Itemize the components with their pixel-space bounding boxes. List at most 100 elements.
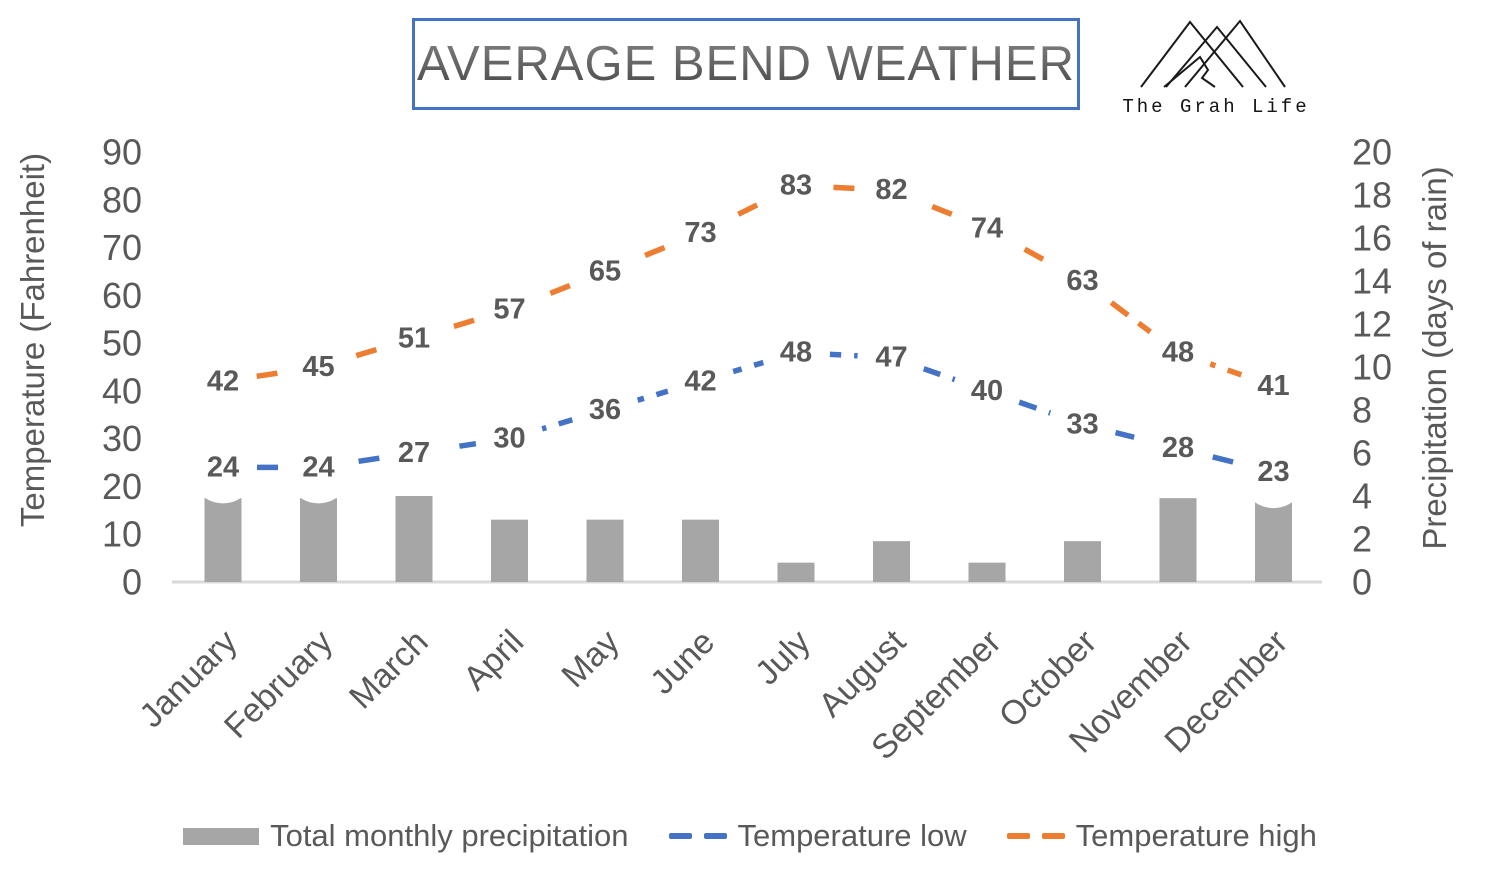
chart-legend: Total monthly precipitation Temperature l… xyxy=(0,818,1500,854)
data-label-temperature-low-april: 30 xyxy=(493,423,525,455)
y-axis-right-tick-6: 6 xyxy=(1352,433,1372,474)
logo-text: The Grah Life xyxy=(1122,96,1310,118)
x-axis-label-march: March xyxy=(342,623,436,717)
label-halo xyxy=(762,149,830,222)
label-halo xyxy=(284,431,353,504)
data-label-temperature-high-october: 63 xyxy=(1066,265,1098,297)
label-halo xyxy=(1048,388,1117,461)
label-halo xyxy=(1144,316,1212,389)
label-halo xyxy=(571,374,639,446)
y-axis-right-tick-8: 8 xyxy=(1352,390,1372,431)
y-axis-left-tick-80: 80 xyxy=(102,179,142,220)
label-halo xyxy=(762,316,830,389)
chart-svg: 010203040506070809002468101214161820Temp… xyxy=(14,132,1453,768)
legend-item-temperature-high: Temperature high xyxy=(1006,818,1317,854)
label-halo xyxy=(475,402,544,475)
x-axis-label-june: June xyxy=(643,623,722,702)
legend-label: Temperature high xyxy=(1075,818,1317,853)
x-axis-label-july: July xyxy=(748,623,818,693)
data-label-temperature-low-november: 28 xyxy=(1162,432,1194,464)
data-label-temperature-low-october: 33 xyxy=(1066,408,1098,440)
y-axis-right-tick-0: 0 xyxy=(1352,562,1372,603)
label-halo xyxy=(1239,350,1308,423)
y-axis-left-tick-50: 50 xyxy=(102,323,142,364)
bar-series-total-monthly-precipitation xyxy=(204,496,1292,582)
data-label-temperature-low-december: 23 xyxy=(1257,456,1289,488)
y-axis-right-tick-14: 14 xyxy=(1352,261,1392,302)
data-label-temperature-low-january: 24 xyxy=(207,451,239,483)
data-label-temperature-low-june: 42 xyxy=(684,365,716,397)
label-halo xyxy=(475,273,544,346)
data-label-temperature-high-may: 65 xyxy=(589,255,621,287)
bar-august xyxy=(873,541,910,582)
data-label-temperature-high-august: 82 xyxy=(875,174,907,206)
y-axis-right-tick-20: 20 xyxy=(1352,132,1392,173)
label-halo xyxy=(1239,436,1308,509)
data-label-temperature-high-november: 48 xyxy=(1162,337,1194,369)
bar-march xyxy=(395,496,433,582)
y-axis-right-tick-10: 10 xyxy=(1352,347,1392,388)
data-label-temperature-low-july: 48 xyxy=(780,337,812,369)
data-label-temperature-high-january: 42 xyxy=(207,365,239,397)
chart-title: AVERAGE BEND WEATHER xyxy=(416,37,1075,91)
label-halo xyxy=(666,345,735,418)
x-axis-label-may: May xyxy=(554,623,626,695)
y-axis-right-tick-16: 16 xyxy=(1352,218,1392,259)
bar-january xyxy=(204,498,242,582)
bar-july xyxy=(777,562,815,582)
y-axis-right-tick-18: 18 xyxy=(1352,175,1392,216)
y-axis-right-tick-12: 12 xyxy=(1352,304,1392,345)
data-label-temperature-high-december: 41 xyxy=(1257,370,1289,402)
bar-september xyxy=(968,562,1006,582)
data-label-temperature-high-june: 73 xyxy=(684,217,716,249)
label-halo xyxy=(380,302,448,375)
legend-item-temperature-low: Temperature low xyxy=(668,818,967,854)
label-halo xyxy=(571,235,639,308)
y-axis-right-tick-2: 2 xyxy=(1352,519,1372,560)
data-label-temperature-high-september: 74 xyxy=(971,212,1003,244)
legend-line-swatch xyxy=(1006,833,1065,839)
data-label-temperature-high-july: 83 xyxy=(780,169,812,201)
bar-april xyxy=(491,519,528,582)
label-halo xyxy=(953,354,1021,427)
y-axis-left-tick-70: 70 xyxy=(102,227,142,268)
legend-label: Temperature low xyxy=(737,818,967,853)
mountain-logo-icon xyxy=(1140,19,1286,88)
x-axis-label-april: April xyxy=(456,623,531,698)
y-axis-right-title: Precipitation (days of rain) xyxy=(1416,166,1453,549)
bar-december xyxy=(1255,502,1292,582)
bar-june xyxy=(682,519,719,582)
data-label-temperature-low-march: 27 xyxy=(398,437,430,469)
y-axis-left-tick-40: 40 xyxy=(102,370,142,411)
label-halo xyxy=(1048,245,1117,317)
y-axis-right-tick-4: 4 xyxy=(1352,476,1372,517)
y-axis-left-tick-90: 90 xyxy=(102,132,142,173)
y-axis-left-tick-60: 60 xyxy=(102,275,142,316)
label-halo xyxy=(1144,412,1212,485)
legend-bar-swatch xyxy=(183,827,260,845)
label-halo xyxy=(666,197,735,270)
data-label-temperature-low-may: 36 xyxy=(589,394,621,426)
label-halo xyxy=(189,431,257,504)
label-halo xyxy=(189,345,257,418)
data-label-temperature-low-september: 40 xyxy=(971,375,1003,407)
data-label-temperature-high-march: 51 xyxy=(398,322,430,354)
label-halo xyxy=(380,417,448,489)
bar-february xyxy=(300,498,337,582)
label-halo xyxy=(953,192,1021,265)
bar-october xyxy=(1064,541,1101,582)
data-label-temperature-low-august: 47 xyxy=(875,341,907,373)
legend-line-swatch xyxy=(668,833,727,839)
y-axis-left-tick-20: 20 xyxy=(102,466,142,507)
label-halo xyxy=(857,154,926,227)
data-labels-temperature-high: 42 45 51 57 65 73 83 82 74 63 48 41 xyxy=(189,149,1308,423)
data-label-temperature-high-february: 45 xyxy=(302,351,334,383)
y-axis-left-tick-30: 30 xyxy=(102,418,142,459)
data-labels-temperature-low: 24 24 27 30 36 42 48 47 40 33 28 23 xyxy=(189,316,1308,509)
data-label-temperature-high-april: 57 xyxy=(493,294,525,326)
bar-may xyxy=(586,519,624,582)
data-label-temperature-low-february: 24 xyxy=(302,451,334,483)
legend-item-total-monthly-precipitation: Total monthly precipitation xyxy=(183,818,629,854)
label-halo xyxy=(284,331,353,403)
